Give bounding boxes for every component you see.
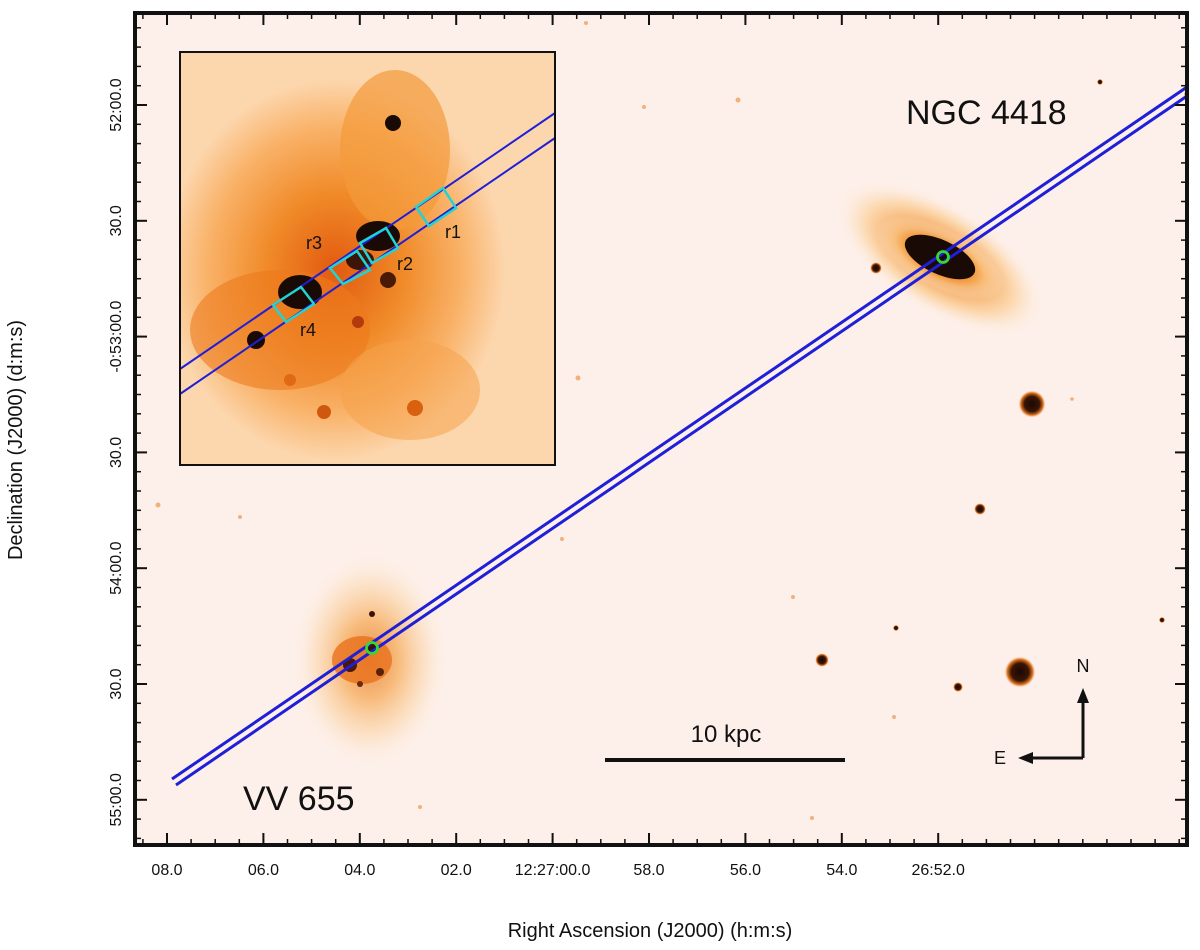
vv655-nucleus-marker xyxy=(365,641,379,655)
compass: N E xyxy=(994,656,1090,768)
compass-east-label: E xyxy=(994,748,1006,768)
y-tick-label: 52:00.0 xyxy=(108,78,125,131)
x-tick-label: 26:52.0 xyxy=(912,862,965,879)
x-axis-title: Right Ascension (J2000) (h:m:s) xyxy=(508,920,793,942)
scale-bar-label: 10 kpc xyxy=(691,721,762,748)
x-tick-label: 08.0 xyxy=(151,862,182,879)
ngc4418-label: NGC 4418 xyxy=(906,94,1067,132)
region-label-r4: r4 xyxy=(300,320,316,340)
y-tick-label: 30.0 xyxy=(108,668,125,699)
inset-panel: r1 r2 r3 r4 xyxy=(179,51,556,466)
y-tick-label: 55:00.0 xyxy=(108,773,125,826)
x-tick-label: 54.0 xyxy=(826,862,857,879)
y-tick-label: 30.0 xyxy=(108,205,125,236)
y-axis-title: Declination (J2000) (d:m:s) xyxy=(5,320,27,560)
region-label-r2: r2 xyxy=(397,254,413,274)
slit xyxy=(171,85,1187,787)
vv655-label: VV 655 xyxy=(243,780,355,818)
x-tick-label: 58.0 xyxy=(633,862,664,879)
x-axis-ticks: 08.0 06.0 04.0 02.0 12:27:00.0 58.0 56.0 54.0 26… xyxy=(142,13,1180,879)
vv655-galaxy xyxy=(290,550,450,770)
x-tick-label: 06.0 xyxy=(248,862,279,879)
image-frame xyxy=(133,11,1189,847)
background-stars xyxy=(155,21,1187,820)
x-tick-label: 56.0 xyxy=(730,862,761,879)
y-axis-ticks: 52:00.0 30.0 -0:53:00.0 30.0 54:00.0 30.0 55:0… xyxy=(108,27,1187,840)
region-label-r1: r1 xyxy=(445,222,461,242)
inset-region-boxes xyxy=(271,186,458,324)
x-tick-label: 12:27:00.0 xyxy=(515,862,591,879)
ngc4418-nucleus-marker xyxy=(936,250,950,264)
x-tick-label: 02.0 xyxy=(441,862,472,879)
region-label-r3: r3 xyxy=(306,233,322,253)
scale-bar: 10 kpc xyxy=(605,721,845,762)
compass-north-label: N xyxy=(1077,656,1090,676)
y-tick-label: -0:53:00.0 xyxy=(108,300,125,372)
x-tick-label: 04.0 xyxy=(344,862,375,879)
y-tick-label: 54:00.0 xyxy=(108,541,125,594)
y-tick-label: 30.0 xyxy=(108,437,125,468)
